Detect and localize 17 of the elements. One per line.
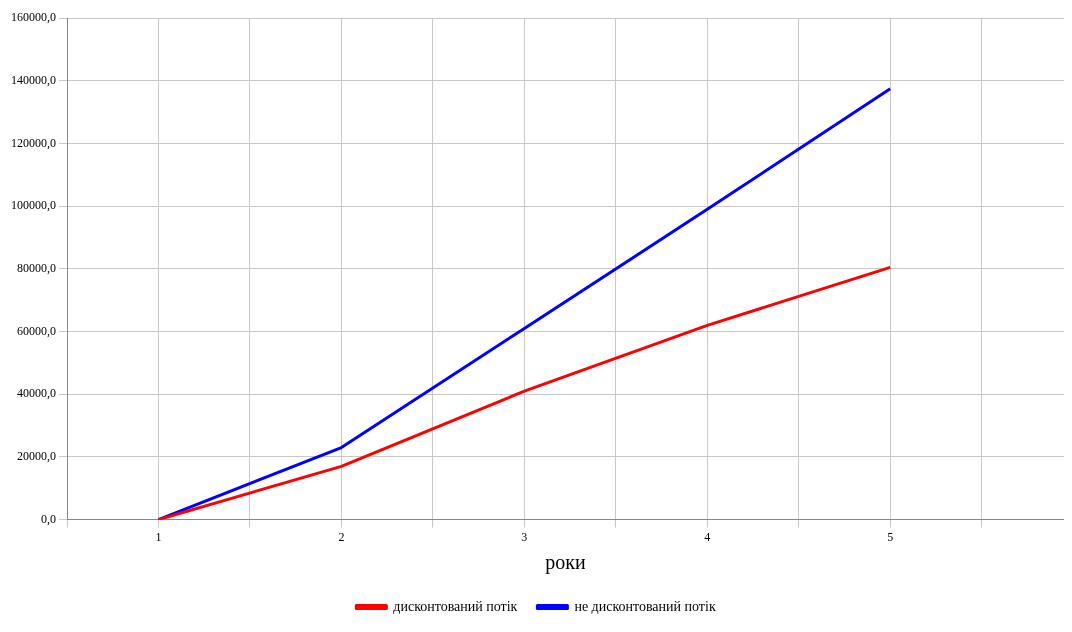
y-tick-label: 40000,0 (17, 386, 56, 401)
y-tick-label: 140000,0 (11, 73, 56, 88)
y-tick-label: 80000,0 (17, 261, 56, 276)
x-tick-label: 2 (338, 529, 345, 544)
legend-label: не дисконтований потік (574, 598, 716, 614)
x-tick-label: 5 (887, 529, 894, 544)
x-tick-label: 1 (155, 529, 162, 544)
y-tick-label: 120000,0 (11, 135, 56, 150)
y-tick-label: 20000,0 (17, 449, 56, 464)
legend-label: дисконтований потік (393, 598, 518, 614)
y-tick-label: 100000,0 (11, 198, 56, 213)
y-tick-label: 60000,0 (17, 323, 56, 338)
x-axis-title: роки (545, 551, 587, 575)
y-tick-label: 0,0 (41, 511, 56, 526)
y-tick-label: 160000,0 (11, 10, 56, 25)
x-tick-label: 3 (521, 529, 528, 544)
x-tick-label: 4 (704, 529, 711, 544)
